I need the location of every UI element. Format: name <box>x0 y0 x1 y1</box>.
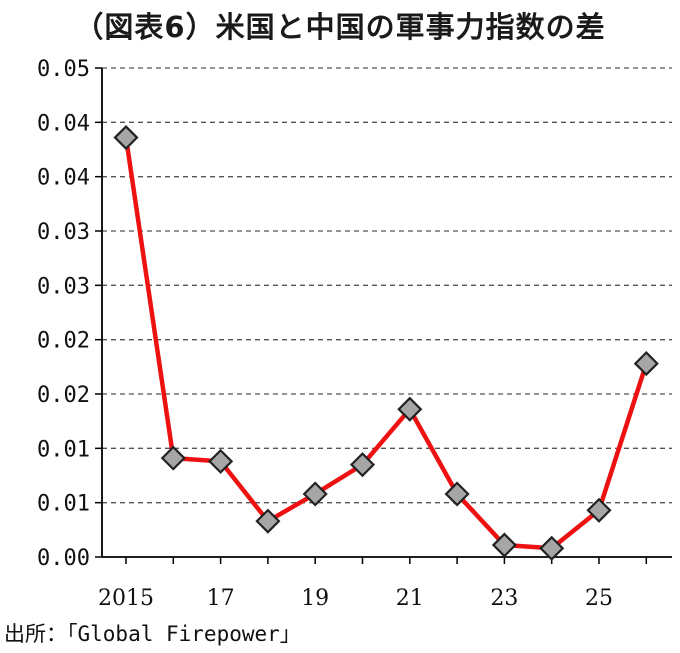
series-line-path <box>123 137 649 551</box>
x-tick-label: 2015 <box>98 586 154 611</box>
x-tick-labels: 2015 17 19 21 23 25 <box>98 586 613 611</box>
data-point-marker <box>444 481 470 507</box>
y-tick-label: 0.04 <box>37 111 90 136</box>
data-point-marker <box>539 535 565 561</box>
gridlines <box>102 67 672 504</box>
series-markers <box>113 124 659 561</box>
x-tick-label: 25 <box>585 586 613 611</box>
x-tick-label: 19 <box>301 586 329 611</box>
data-point-marker <box>397 396 423 422</box>
data-point-marker <box>208 448 234 474</box>
y-tick-label: 0.01 <box>37 437 90 462</box>
x-tick-label: 21 <box>396 586 424 611</box>
data-point-marker <box>113 124 139 151</box>
data-point-marker <box>633 351 659 377</box>
data-point-marker <box>349 452 376 478</box>
y-tick-label: 0.05 <box>37 57 90 82</box>
y-tick-label: 0.01 <box>37 492 90 517</box>
y-tick-label: 0.03 <box>37 220 90 245</box>
source-note: 出所：「Global Firepower」 <box>4 622 301 646</box>
data-point-marker <box>302 481 328 507</box>
data-point-marker <box>586 497 612 523</box>
data-point-marker <box>491 532 517 558</box>
x-tick-label: 17 <box>207 586 235 611</box>
chart-title: （図表6）米国と中国の軍事力指数の差 <box>74 10 606 44</box>
y-tick-labels: 0.00 0.01 0.01 0.02 0.02 0.03 0.03 0.04 0.04 0.05 <box>37 57 90 571</box>
y-tick-label: 0.03 <box>37 274 90 299</box>
x-tick-label: 23 <box>490 586 518 611</box>
series-line <box>123 137 649 551</box>
data-point-marker <box>160 445 186 471</box>
axes <box>95 67 672 564</box>
y-tick-label: 0.02 <box>37 383 90 408</box>
y-tick-label: 0.02 <box>37 329 90 354</box>
y-tick-label: 0.04 <box>37 166 90 191</box>
y-tick-label: 0.00 <box>37 546 90 571</box>
data-point-marker <box>255 508 281 534</box>
